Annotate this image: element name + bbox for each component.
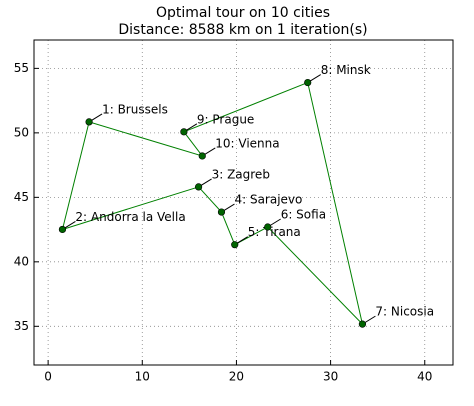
y-tick-label: 35: [14, 319, 29, 333]
city-marker: [180, 128, 188, 136]
point-label: 5: Tirana: [248, 225, 301, 239]
y-tick-label: 45: [14, 190, 29, 204]
city-marker: [198, 152, 206, 160]
x-tick-label: 0: [44, 370, 52, 384]
city-marker: [85, 118, 93, 126]
city-marker: [217, 208, 226, 216]
y-tick-label: 40: [14, 254, 29, 268]
point-label: 9: Prague: [197, 112, 254, 126]
x-tick-label: 10: [135, 370, 150, 384]
axes-frame: [33, 39, 454, 366]
y-tick-label: 55: [14, 61, 29, 75]
point-label: 3: Zagreb: [212, 167, 270, 181]
point-label: 2: Andorra la Vella: [75, 210, 185, 224]
city-marker: [231, 241, 239, 249]
point-label: 10: Vienna: [215, 136, 279, 150]
point-label: 6: Sofia: [281, 208, 326, 222]
point-label: 1: Brussels: [102, 102, 168, 116]
point-label: 8: Minsk: [321, 63, 371, 77]
x-tick-label: 40: [417, 370, 432, 384]
chart-title: Optimal tour on 10 cities: [156, 5, 330, 21]
x-tick-label: 20: [229, 370, 244, 384]
chart-subtitle: Distance: 8588 km on 1 iteration(s): [118, 22, 367, 38]
city-marker: [194, 183, 203, 191]
point-label: 7: Nicosia: [375, 305, 434, 319]
plot-area: 0 10 20 30 40 35 40 45 50 55 1: Brussels 2: Andorra…: [14, 40, 453, 384]
y-tick-label: 50: [14, 125, 29, 139]
city-marker: [264, 223, 272, 231]
x-tick-label: 30: [323, 370, 338, 384]
city-marker: [358, 320, 367, 328]
city-marker: [304, 78, 312, 87]
point-label: 4: Sarajevo: [234, 193, 302, 207]
city-marker: [58, 225, 67, 234]
